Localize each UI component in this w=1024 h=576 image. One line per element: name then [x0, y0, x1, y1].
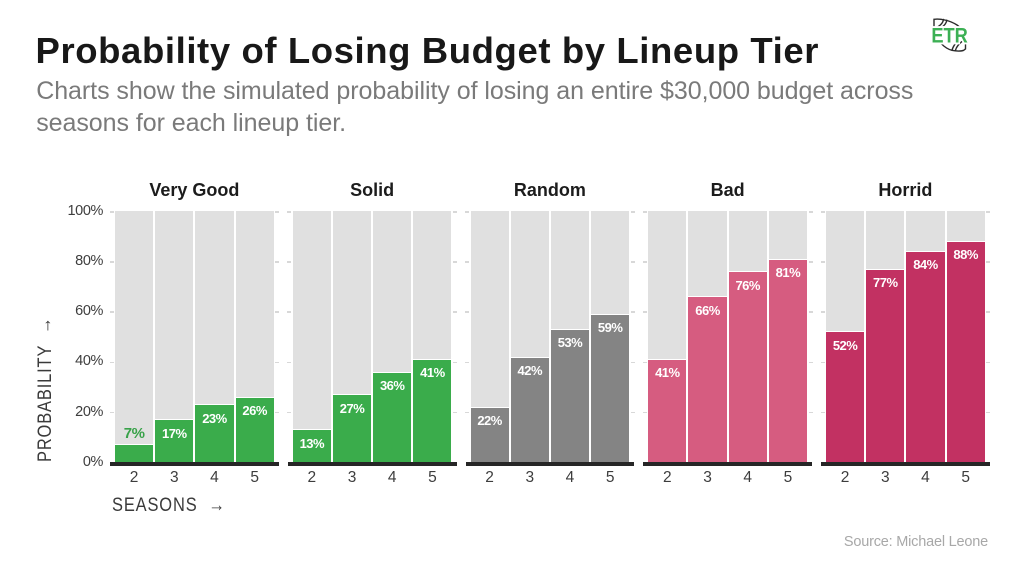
svg-text:ETR: ETR [931, 24, 968, 48]
